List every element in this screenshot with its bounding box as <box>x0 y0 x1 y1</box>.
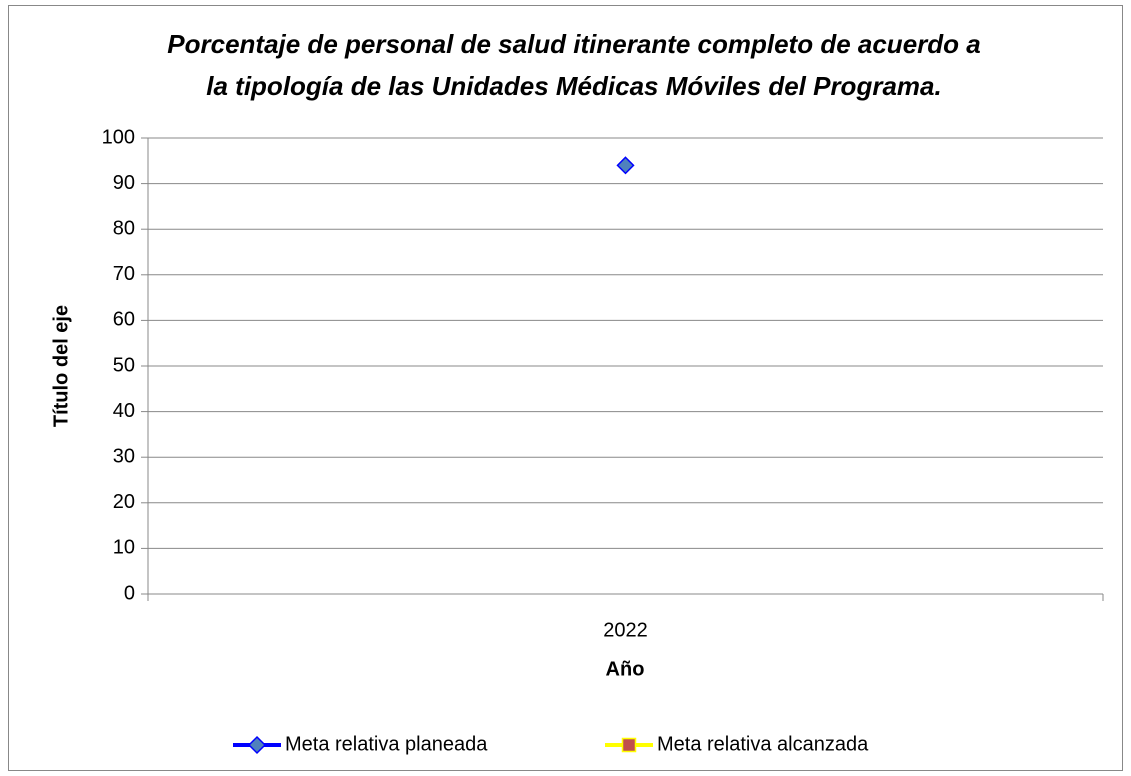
chart-title: la tipología de las Unidades Médicas Móv… <box>206 71 941 101</box>
chart-title: Porcentaje de personal de salud itineran… <box>167 29 980 59</box>
y-tick-label: 20 <box>113 491 135 513</box>
y-tick-label: 80 <box>113 217 135 239</box>
y-tick-label: 60 <box>113 309 135 331</box>
legend-label: Meta relativa planeada <box>285 733 488 755</box>
y-tick-label: 40 <box>113 400 135 422</box>
y-tick-label: 10 <box>113 537 135 559</box>
legend-marker <box>247 735 267 755</box>
y-tick-label: 70 <box>113 263 135 285</box>
chart-border <box>8 5 1123 771</box>
x-tick-label: 2022 <box>603 619 648 641</box>
y-axis-label: Título del eje <box>50 305 72 427</box>
x-axis-label: Año <box>606 658 645 680</box>
data-point <box>616 156 635 175</box>
y-tick-label: 50 <box>113 354 135 376</box>
y-tick-label: 100 <box>102 126 135 148</box>
legend-label: Meta relativa alcanzada <box>657 733 869 755</box>
y-tick-label: 0 <box>124 582 135 604</box>
y-tick-label: 90 <box>113 172 135 194</box>
y-tick-label: 30 <box>113 445 135 467</box>
legend-marker <box>621 737 637 753</box>
